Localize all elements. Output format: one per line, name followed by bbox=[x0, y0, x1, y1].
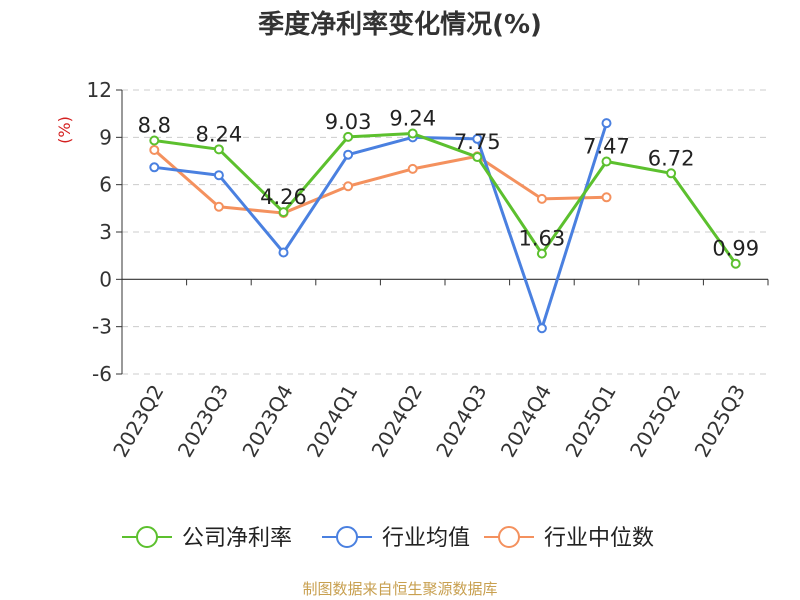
y-tick-label: 12 bbox=[87, 78, 112, 102]
data-label: 8.8 bbox=[138, 113, 171, 137]
x-tick-label: 2025Q3 bbox=[690, 381, 750, 462]
legend-label: 公司净利率 bbox=[182, 526, 292, 551]
data-point bbox=[343, 181, 354, 192]
y-tick-label: 6 bbox=[99, 173, 112, 197]
y-tick-label: 9 bbox=[99, 125, 112, 149]
y-tick-label: 0 bbox=[99, 267, 112, 291]
data-point bbox=[536, 248, 547, 259]
x-tick-label: 2023Q4 bbox=[237, 381, 297, 462]
data-point bbox=[149, 144, 160, 155]
data-label: 9.24 bbox=[389, 107, 436, 131]
data-point bbox=[278, 207, 289, 218]
legend: 公司净利率 行业均值 行业中位数 bbox=[122, 526, 654, 551]
legend-label: 行业均值 bbox=[382, 526, 470, 551]
data-label: 7.75 bbox=[454, 130, 501, 154]
data-point bbox=[149, 162, 160, 173]
data-point bbox=[213, 201, 224, 212]
legend-marker bbox=[136, 526, 158, 548]
data-point bbox=[278, 247, 289, 258]
x-tick-label: 2024Q2 bbox=[367, 381, 427, 462]
chart-title: 季度净利率变化情况(%) bbox=[258, 10, 542, 40]
x-tick-label: 2024Q1 bbox=[302, 381, 362, 462]
data-label: 8.24 bbox=[196, 122, 243, 146]
legend-label: 行业中位数 bbox=[544, 526, 654, 551]
x-tick-label: 2025Q1 bbox=[560, 381, 620, 462]
legend-marker bbox=[498, 526, 520, 548]
x-tick-label: 2024Q4 bbox=[496, 381, 556, 462]
data-point bbox=[407, 163, 418, 174]
data-point bbox=[472, 152, 483, 163]
y-tick-label: 3 bbox=[99, 220, 112, 244]
series-line bbox=[154, 132, 737, 265]
data-point bbox=[407, 128, 418, 139]
x-tick-label: 2023Q3 bbox=[173, 381, 233, 462]
series-line bbox=[154, 122, 608, 330]
data-point bbox=[601, 156, 612, 167]
data-label: 6.72 bbox=[648, 146, 695, 170]
x-tick-label: 2023Q2 bbox=[108, 381, 168, 462]
x-tick-label: 2024Q3 bbox=[431, 381, 491, 462]
legend-marker bbox=[336, 526, 358, 548]
y-tick-label: -3 bbox=[92, 315, 112, 339]
data-point bbox=[601, 118, 612, 129]
data-point bbox=[730, 258, 741, 269]
data-labels: 8.8 8.24 4.26 9.03 9.24 7.75 1.63 7.47 6.72 0.99 bbox=[138, 107, 759, 261]
data-point bbox=[149, 135, 160, 146]
data-point bbox=[601, 192, 612, 203]
data-point bbox=[213, 170, 224, 181]
data-source-note: 制图数据来自恒生聚源数据库 bbox=[302, 580, 498, 598]
y-tick-label: -6 bbox=[92, 362, 112, 386]
x-tick-label: 2025Q2 bbox=[625, 381, 685, 462]
data-point bbox=[343, 149, 354, 160]
data-point bbox=[536, 193, 547, 204]
data-label: 1.63 bbox=[519, 227, 566, 251]
data-point bbox=[536, 323, 547, 334]
series-lines bbox=[149, 118, 741, 334]
data-point bbox=[666, 168, 677, 179]
data-point bbox=[472, 133, 483, 144]
data-label: 0.99 bbox=[712, 237, 759, 261]
data-point bbox=[213, 144, 224, 155]
y-axis-label: (%) bbox=[55, 116, 74, 144]
series-line bbox=[153, 148, 607, 215]
data-label: 4.26 bbox=[260, 185, 307, 209]
data-point bbox=[343, 131, 354, 142]
data-label: 7.47 bbox=[583, 134, 630, 158]
data-label: 9.03 bbox=[325, 110, 372, 134]
